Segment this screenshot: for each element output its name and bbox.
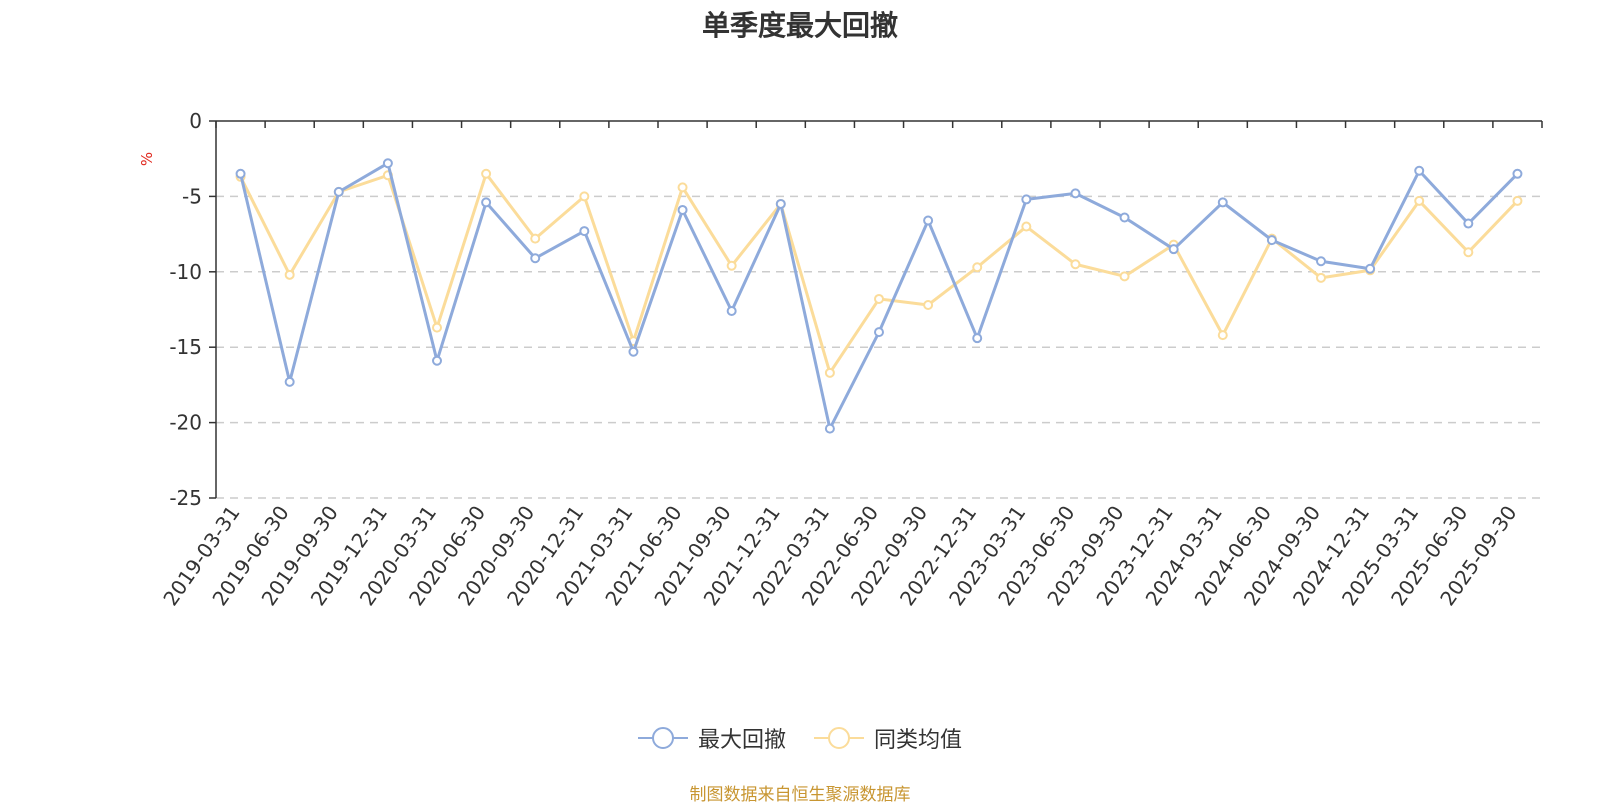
data-point <box>726 260 737 271</box>
data-point <box>432 355 442 366</box>
data-point <box>1414 195 1425 206</box>
series-1 <box>235 168 1523 378</box>
data-point <box>923 299 934 310</box>
data-point <box>1512 168 1523 179</box>
data-point <box>972 262 983 273</box>
data-point <box>775 198 786 209</box>
y-tick-label: -15 <box>169 335 202 359</box>
data-point <box>284 376 295 387</box>
legend-label: 同类均值 <box>874 728 963 753</box>
data-point <box>481 197 492 208</box>
data-point <box>1119 271 1130 282</box>
legend: 最大回撤 同类均值 <box>0 722 1600 754</box>
y-tick-label: -25 <box>169 486 202 510</box>
data-point <box>481 168 492 179</box>
data-point <box>1463 218 1474 229</box>
legend-item-peer-average[interactable]: 同类均值 <box>814 722 962 754</box>
data-point <box>874 327 884 338</box>
data-point <box>1414 165 1425 176</box>
data-point <box>579 191 590 202</box>
data-point <box>1316 256 1326 267</box>
data-point <box>1512 195 1523 206</box>
y-tick-label: -10 <box>169 260 202 284</box>
axes <box>209 120 1543 499</box>
data-point <box>1266 235 1277 246</box>
data-point <box>1119 212 1130 223</box>
data-point <box>628 346 639 357</box>
data-point <box>923 215 934 226</box>
data-point <box>1021 194 1032 205</box>
data-point <box>333 186 344 197</box>
data-point <box>1365 263 1376 274</box>
data-point <box>726 306 737 317</box>
data-point <box>824 423 835 434</box>
data-point <box>972 333 983 344</box>
legend-item-max-drawdown[interactable]: 最大回撤 <box>637 722 786 754</box>
data-point <box>1168 244 1179 255</box>
data-point <box>677 182 688 193</box>
data-point <box>1217 330 1228 341</box>
data-point <box>579 226 590 237</box>
y-tick-label: -5 <box>182 184 202 208</box>
data-point <box>530 233 541 244</box>
data-point <box>1463 247 1474 258</box>
legend-label: 最大回撤 <box>697 728 786 753</box>
data-point <box>382 158 393 169</box>
y-tick-labels: 0 -5 -10 -15 -20 -25 <box>169 109 202 510</box>
data-point <box>1070 188 1081 199</box>
grid-lines <box>216 195 1542 499</box>
data-point <box>284 269 295 280</box>
series-0 <box>235 158 1523 434</box>
data-point <box>530 253 541 264</box>
data-point <box>1217 197 1228 208</box>
data-point <box>235 168 246 179</box>
data-point <box>1070 259 1081 270</box>
legend-line-circle-icon <box>637 727 688 749</box>
data-point <box>874 293 884 304</box>
y-tick-label: -20 <box>169 411 202 435</box>
y-tick-label: 0 <box>189 109 202 133</box>
series-lines <box>235 158 1523 434</box>
data-point <box>432 322 442 333</box>
data-point <box>1316 272 1326 283</box>
y-axis-unit: % <box>138 152 156 166</box>
x-tick-labels: 2019-03-312019-06-302019-09-302019-12-31… <box>158 501 1521 610</box>
chart-title: 单季度最大回撤 <box>701 9 898 42</box>
legend-line-circle-icon <box>814 727 864 749</box>
data-point <box>1021 221 1032 232</box>
data-point <box>677 204 688 215</box>
data-point <box>824 367 835 378</box>
source-footer: 制图数据来自恒生聚源数据库 <box>689 785 911 805</box>
